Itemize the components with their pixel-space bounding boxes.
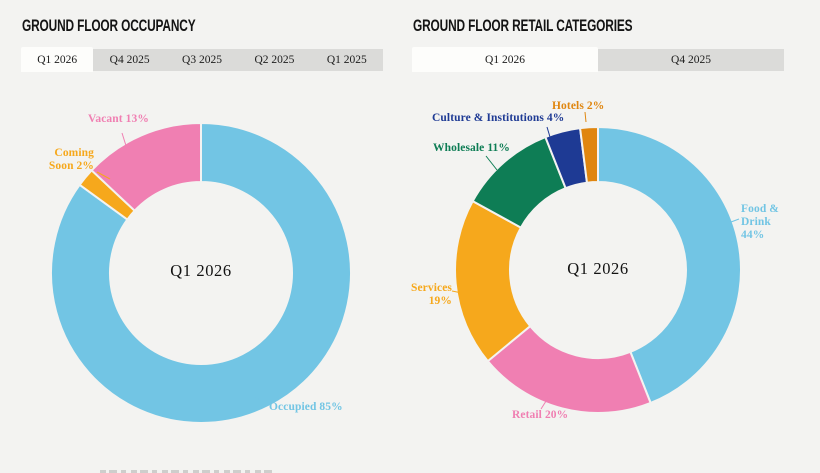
retail-label-hotels: Hotels 2% [552,100,605,112]
retail-wedge-food-drink[interactable] [597,125,742,405]
retail-title: GROUND FLOOR RETAIL CATEGORIES [413,17,633,35]
retail-label-services: Services 19% [410,282,452,308]
occupancy-title: GROUND FLOOR OCCUPANCY [22,17,196,35]
retail-tab-strip: Q1 2026 Q4 2025 [412,47,784,72]
occupancy-tab-strip: Q1 2026 Q4 2025 Q3 2025 Q2 2025 Q1 2025 [21,47,383,72]
retail-donut-chart [454,125,742,414]
retail-tab-q1-2026[interactable]: Q1 2026 [412,47,598,72]
occupancy-tab-q1-2026[interactable]: Q1 2026 [21,47,94,72]
occupancy-center-label: Q1 2026 [170,261,232,280]
retail-label-food-drink: Food & Drink 44% [741,203,779,242]
cutoff-content [100,470,272,473]
hotels-leader-line [584,111,587,123]
occupancy-tab-q1-2025[interactable]: Q1 2025 [326,54,367,66]
occupancy-label-coming-soon: Coming Soon 2% [48,147,94,173]
retail-label-culture: Culture & Institutions 4% [432,112,565,124]
occupancy-label-vacant: Vacant 13% [88,113,149,125]
retail-label-wholesale: Wholesale 11% [433,142,511,154]
occupancy-label-occupied: Occupied 85% [269,401,343,413]
retail-tab-q4-2025[interactable]: Q4 2025 [671,54,711,66]
occupancy-wedge-vacant[interactable] [90,121,202,213]
occupancy-donut-chart [50,121,352,424]
occupancy-tab-q3-2025[interactable]: Q3 2025 [182,54,222,66]
retail-center-label: Q1 2026 [567,259,629,278]
occupancy-wedge-occupied[interactable] [50,121,352,424]
occupancy-tab-q2-2025[interactable]: Q2 2025 [254,54,295,66]
retail-wedge-hotels[interactable] [578,125,599,184]
occupancy-tab-q4-2025[interactable]: Q4 2025 [109,54,150,66]
retail-label-retail: Retail 20% [512,409,569,421]
